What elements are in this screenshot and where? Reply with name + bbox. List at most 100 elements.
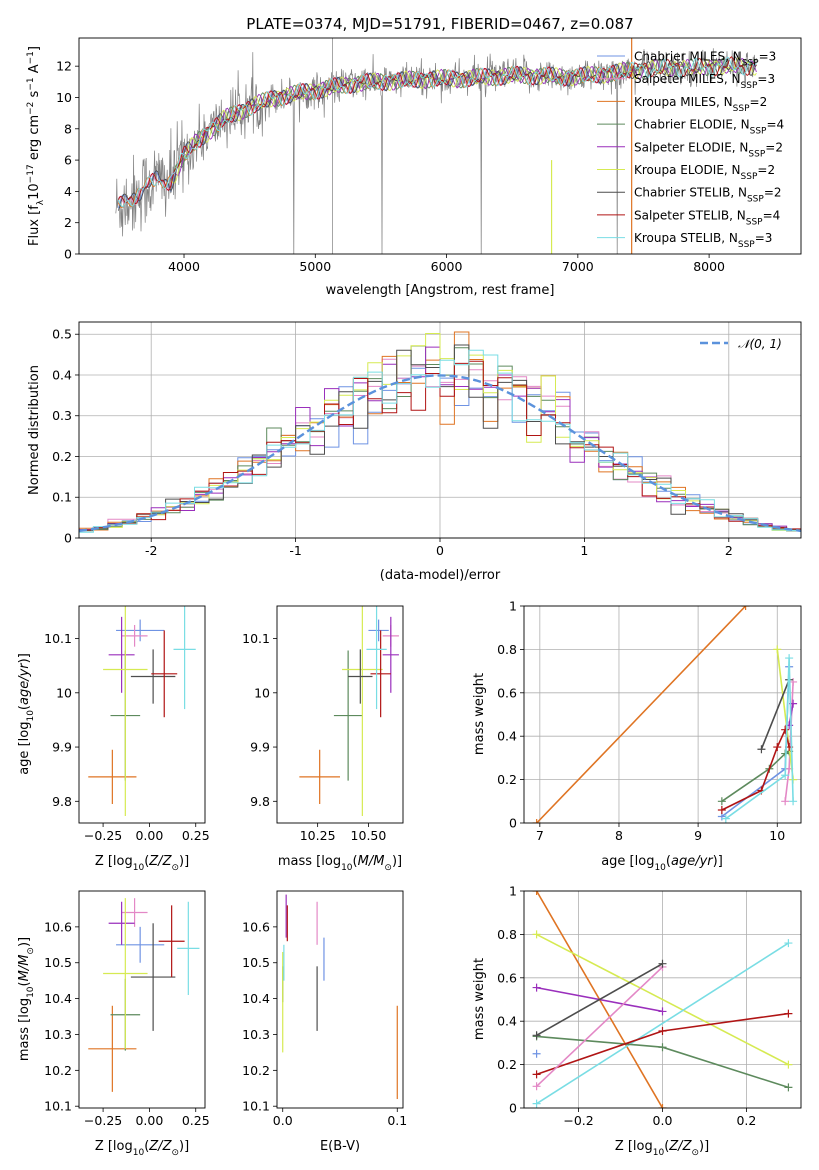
spectrum-panel: 4000 5000 6000 7000 8000 0 2 4 6 8 10 12 wavelength … <box>26 37 802 298</box>
weight-marker <box>658 1104 667 1108</box>
weight-marker <box>532 930 541 939</box>
weight-marker <box>773 743 782 752</box>
errorbar-kroupa-stelib <box>177 901 200 996</box>
legend-label: Salpeter MILES, NSSP=3 <box>634 72 775 91</box>
y-tick-label: 0.3 <box>52 408 72 423</box>
y-tick-label: 6 <box>64 153 72 168</box>
x-tick-label: 0.0 <box>653 1113 673 1128</box>
y-tick-label: 0.2 <box>497 1057 517 1072</box>
y-axis-label: mass weight <box>472 958 487 1040</box>
weight-marker <box>717 797 726 806</box>
mass_vs_ebv-plot-area <box>282 894 398 1100</box>
y-tick-label: 0.4 <box>497 729 517 744</box>
errorbar-chabrier-stelib <box>348 649 373 704</box>
y-tick-label: 9.8 <box>250 794 270 809</box>
y-tick-label: 0.8 <box>497 642 517 657</box>
errorbar-salpeter-miles <box>121 624 148 647</box>
weight-marker <box>532 1099 541 1108</box>
y-tick-label: 10 <box>56 90 72 105</box>
errorbar-chabrier-miles <box>116 926 165 963</box>
y-tick-label: 9.9 <box>52 740 72 755</box>
y-tick-label: 10.2 <box>44 1063 72 1078</box>
weight-line-chabrier-elodie <box>532 1032 793 1092</box>
model-spectrum-kroupa-stelib <box>117 56 757 208</box>
y-tick-label: 0 <box>64 531 72 546</box>
weight-marker <box>658 1043 667 1052</box>
x-axis-label: age [log10(age/yr)] <box>601 854 723 873</box>
x-axis-label: Z [log10(Z/Z⊙)] <box>615 1139 709 1158</box>
weight_vs_Z-panel: −0.2 0.0 0.2 0 0.2 0.4 0.6 0.8 1 Z [log10(Z/Z⊙)] m… <box>472 884 802 1158</box>
y-tick-label: 1 <box>509 884 517 899</box>
x-tick-label: 7000 <box>562 259 594 274</box>
errorbar-salpeter-elodie <box>108 901 135 945</box>
errorbar-salpeter-stelib <box>158 905 185 978</box>
weight-marker <box>757 745 766 754</box>
weight-line-chabrier-stelib <box>532 959 667 1040</box>
model-spectrum-chabrier-elodie <box>170 57 757 181</box>
x-tick-label: −0.25 <box>84 828 122 843</box>
x-axis-label: Z [log10(Z/Z⊙)] <box>95 854 189 873</box>
y-tick-label: 10.4 <box>242 991 270 1006</box>
errorbar-kroupa-stelib <box>366 606 387 710</box>
x-tick-label: 9 <box>694 828 702 843</box>
y-tick-label: 12 <box>56 59 72 74</box>
y-tick-label: 0.6 <box>497 970 517 985</box>
y-tick-label: 10.6 <box>242 919 270 934</box>
errorbar-salpeter-elodie <box>108 616 135 693</box>
x-tick-label: 1 <box>580 543 588 558</box>
y-tick-label: 1 <box>509 599 517 614</box>
y-tick-label: 10 <box>56 685 72 700</box>
y-tick-label: 10.1 <box>242 631 270 646</box>
weight-marker <box>658 1007 667 1016</box>
age_vs_mass-panel: 10.25 10.50 9.8 9.9 10 10.1 mass [log10(M/M⊙)] <box>242 605 404 873</box>
y-tick-label: 0 <box>64 247 72 262</box>
y-tick-label: 0.6 <box>497 685 517 700</box>
y-axis-label: mass weight <box>472 673 487 755</box>
y-axis-label: age [log10(age/yr)] <box>17 653 36 775</box>
weight-marker <box>721 814 730 823</box>
axes-frame <box>78 37 802 255</box>
weight-line-kroupa-elodie <box>532 930 793 1069</box>
y-tick-label: 0.4 <box>497 1014 517 1029</box>
x-tick-label: 10 <box>769 828 785 843</box>
x-tick-label: 10.25 <box>300 828 336 843</box>
weight-marker <box>784 1060 793 1069</box>
legend-label: Kroupa ELODIE, NSSP=2 <box>634 163 775 182</box>
y-axis-label: Normed distribution <box>27 365 42 495</box>
y-tick-label: 10.3 <box>242 1027 270 1042</box>
axes-frame <box>523 605 802 824</box>
y-tick-label: 2 <box>64 215 72 230</box>
legend-label: 𝒩(0, 1) <box>738 337 782 351</box>
legend-label: Kroupa MILES, NSSP=2 <box>634 95 767 114</box>
y-tick-label: 10.1 <box>242 1099 270 1114</box>
x-axis-label: E(B-V) <box>320 1139 360 1154</box>
legend-label: Chabrier ELODIE, NSSP=4 <box>634 118 784 137</box>
axes-frame <box>78 605 206 824</box>
errorbar-salpeter-stelib <box>151 630 178 718</box>
x-tick-label: -1 <box>289 543 301 558</box>
spectrum-legend: Chabrier MILES, NSSP=3 Salpeter MILES, NS… <box>597 50 784 250</box>
mass_vs_Z-plot-area <box>88 898 200 1092</box>
weight-marker <box>785 654 794 663</box>
weight-marker <box>741 606 750 610</box>
errorbar-kroupa-elodie <box>342 606 383 816</box>
weight_vs_age-plot-area <box>532 606 798 823</box>
y-tick-label: 8 <box>64 121 72 136</box>
axes-frame <box>78 890 206 1109</box>
y-tick-label: 9.9 <box>250 740 270 755</box>
weight-line-salpeter-stelib <box>532 1009 793 1079</box>
weight-marker <box>532 1031 541 1040</box>
weight-marker <box>717 805 726 814</box>
axes-frame <box>276 890 404 1109</box>
y-tick-label: 4 <box>64 184 72 199</box>
errorbar-salpeter-miles <box>121 898 148 927</box>
errorbar-chabrier-elodie <box>333 650 363 781</box>
errorbar-kroupa-miles <box>88 1005 137 1092</box>
weight-marker <box>784 1009 793 1018</box>
weight-marker <box>532 983 541 992</box>
x-tick-label: -2 <box>145 543 157 558</box>
legend-label: Kroupa STELIB, NSSP=3 <box>634 231 772 250</box>
x-axis-label: (data-model)/error <box>380 568 501 583</box>
errorbar-salpeter-elodie <box>382 616 399 693</box>
y-tick-label: 0.2 <box>52 449 72 464</box>
